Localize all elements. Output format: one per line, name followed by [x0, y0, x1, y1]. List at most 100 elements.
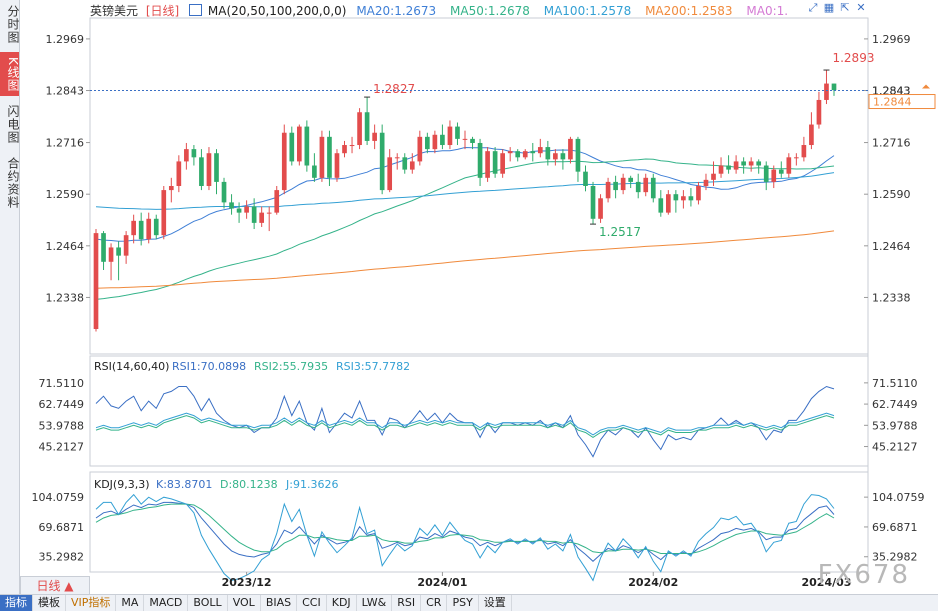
candle-body	[696, 186, 701, 201]
toolbar-item-6[interactable]: VOL	[228, 595, 261, 611]
candle-body	[477, 142, 483, 178]
candle-body	[312, 165, 317, 178]
candle-body	[168, 186, 174, 191]
candle-body	[545, 147, 551, 160]
candle-body	[537, 147, 543, 154]
candle-body	[650, 177, 656, 199]
symbol-title: 英镑美元	[90, 4, 139, 18]
expand-icon[interactable]: ⤢	[808, 1, 818, 14]
candle-body	[794, 157, 799, 159]
close-icon[interactable]: ✕	[856, 1, 866, 14]
candle-body	[327, 136, 332, 178]
price-tick-label: 1.2338	[872, 291, 911, 304]
period-selector[interactable]: 日线 ▲	[20, 576, 90, 596]
candle-body	[417, 136, 423, 162]
candle-body	[153, 218, 159, 236]
candle-body	[387, 157, 393, 191]
candle-body	[748, 161, 754, 166]
tab-contract-info[interactable]: 合约资料	[6, 157, 20, 209]
candle-body	[786, 157, 792, 174]
rsi-tick-label: 71.5110	[872, 377, 918, 390]
candle-body	[756, 161, 762, 166]
grid-icon[interactable]: ▦	[823, 1, 835, 14]
candle-body	[146, 218, 152, 240]
left-sidebar: 分时图 K线图 闪电图 合约资料	[0, 0, 20, 594]
candle-body	[199, 157, 204, 186]
low-feb-annotation: 1.2517	[599, 225, 641, 239]
candle-body	[455, 126, 460, 139]
candle-body	[191, 149, 197, 158]
candle-body	[274, 190, 280, 213]
rsi-axis: 71.5110 71.5110 62.7449 62.7449 53.9788 53.97…	[39, 377, 918, 454]
ma50-line	[95, 158, 835, 300]
chart-header: 英镑美元 [日线] MA(20,50,100,200,0,0) MA20:1.2…	[90, 2, 798, 18]
rsi-label: RSI(14,60,40)	[94, 360, 169, 373]
candle-body	[613, 181, 618, 191]
toolbar-item-3[interactable]: MA	[116, 595, 145, 611]
candle-body	[357, 112, 362, 146]
candle-body	[470, 138, 475, 143]
candle-body	[462, 138, 468, 140]
candle-body	[131, 220, 136, 236]
price-tick-label-left: 1.2843	[46, 85, 85, 98]
rsi-tick-label-left: 53.9788	[39, 419, 85, 432]
toolbar-item-1[interactable]: 模板	[33, 595, 66, 611]
candle-body	[635, 181, 641, 193]
toolbar-item-5[interactable]: BOLL	[188, 595, 228, 611]
tab-lightning[interactable]: 闪电图	[6, 104, 20, 144]
ma0-value: MA0:1.	[746, 4, 789, 18]
toolbar-item-14[interactable]: 设置	[479, 595, 512, 611]
watermark-logo: FX678	[817, 560, 910, 590]
candle-body	[349, 145, 355, 147]
candle-body	[281, 132, 287, 191]
rsi-tick-label: 53.9788	[872, 419, 918, 432]
candle-body	[575, 138, 581, 172]
arrow-icon[interactable]: ⇱	[840, 1, 850, 14]
kdj-tick-label-left: 69.6871	[39, 521, 85, 534]
toolbar-item-9[interactable]: KDJ	[327, 595, 357, 611]
rsi-tick-label: 62.7449	[872, 398, 918, 411]
ma-indicator-icon[interactable]	[189, 4, 203, 16]
rsi-lines	[95, 385, 835, 458]
price-tick-label: 1.2590	[872, 188, 911, 201]
price-tick-label: 1.2716	[872, 137, 911, 150]
candle-body	[266, 212, 272, 214]
candle-body	[726, 165, 731, 170]
candle-body	[809, 124, 814, 146]
period-label[interactable]: [日线]	[145, 4, 180, 18]
tab-timeshare[interactable]: 分时图	[6, 4, 20, 44]
rsi-tick-label-left: 45.2127	[39, 441, 85, 454]
candle-body	[485, 151, 490, 178]
candle-body	[123, 235, 129, 256]
toolbar-item-13[interactable]: PSY	[447, 595, 479, 611]
candle-body	[440, 134, 445, 146]
tab-kline[interactable]: K线图	[0, 52, 20, 96]
candle-body	[718, 165, 724, 174]
toolbar-item-10[interactable]: LW&	[357, 595, 393, 611]
rsi-tick-label-left: 62.7449	[39, 398, 85, 411]
price-tick-label-left: 1.2464	[46, 240, 85, 253]
candle-body	[778, 169, 784, 174]
kline-chart[interactable]: 1.29691.29691.28431.28431.27161.27161.25…	[0, 0, 938, 594]
ma200-line	[95, 230, 835, 289]
rsi-series2-line	[95, 415, 835, 438]
candle-body	[116, 247, 121, 256]
candle-body	[590, 186, 596, 219]
toolbar-item-11[interactable]: RSI	[392, 595, 422, 611]
toolbar-item-0[interactable]: 指标	[0, 595, 33, 611]
toolbar-item-2[interactable]: VIP指标	[66, 595, 117, 611]
candle-body	[101, 233, 106, 262]
candle-body	[409, 161, 415, 170]
candle-body	[206, 153, 212, 186]
kdj-j-value: J:91.3626	[285, 478, 338, 491]
date-tick-label: 2024/01	[417, 576, 467, 589]
toolbar-item-4[interactable]: MACD	[144, 595, 189, 611]
toolbar-item-12[interactable]: CR	[421, 595, 448, 611]
toolbar-item-7[interactable]: BIAS	[261, 595, 298, 611]
kdj-label: KDJ(9,3,3)	[94, 478, 150, 491]
candle-body	[184, 149, 189, 162]
toolbar-item-8[interactable]: CCI	[297, 595, 327, 611]
candle-body	[605, 181, 611, 199]
candle-body	[372, 132, 377, 141]
kdj-series-j-line	[95, 493, 835, 582]
